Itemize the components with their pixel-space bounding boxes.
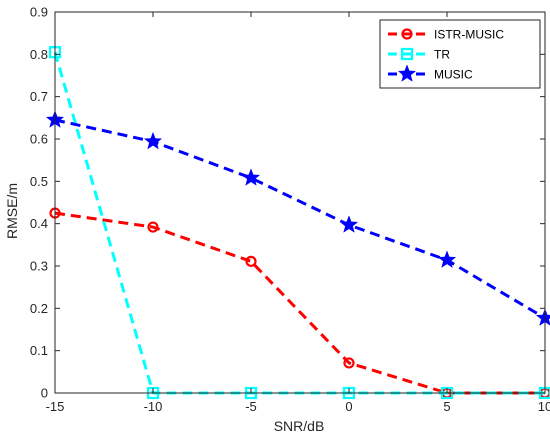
- legend-label-istr-music: ISTR-MUSIC: [434, 28, 504, 42]
- x-tick-label: -15: [46, 399, 65, 414]
- y-tick-label: 0.2: [30, 301, 48, 316]
- x-tick-label: 5: [443, 399, 450, 414]
- legend-marker-tr: [400, 47, 414, 61]
- y-tick-label: 0.6: [30, 132, 48, 147]
- legend: ISTR-MUSIC TR MUSIC: [379, 19, 541, 89]
- y-tick-label: 0.4: [30, 216, 48, 231]
- data-point-istr-music: [147, 221, 159, 233]
- x-tick-label: -10: [144, 399, 163, 414]
- axes: -15 -10 -5 0 5 10 0 0.1 0.2 0.3 0.4 0.5 0.6 0.7 0.8 0.9: [30, 5, 550, 415]
- x-tick-label: 0: [345, 399, 352, 414]
- series-line-music: [54, 118, 546, 320]
- axes-frame: [54, 11, 546, 394]
- y-tick-label: 0.9: [30, 5, 48, 20]
- data-point-music: [241, 168, 261, 186]
- data-point-music: [143, 131, 163, 150]
- series-line-istr-music: [54, 211, 545, 395]
- data-point-istr-music: [245, 255, 257, 267]
- y-tick-label: 0.7: [30, 89, 48, 104]
- y-tick-label: 0.1: [30, 343, 48, 358]
- y-tick-label: 0.3: [30, 259, 48, 274]
- y-tick-label: 0: [41, 386, 48, 401]
- y-tick-label: 0.5: [30, 174, 48, 189]
- x-tick-label: 10: [538, 399, 550, 414]
- y-axis-label: RMSE/m: [4, 183, 20, 239]
- data-point-istr-music: [343, 357, 355, 369]
- y-tick-label: 0.8: [30, 47, 48, 62]
- legend-marker-music: [397, 64, 417, 82]
- x-axis-label: SNR/dB: [274, 418, 325, 434]
- legend-label-music: MUSIC: [434, 68, 473, 82]
- x-tick-label: -5: [245, 399, 257, 414]
- data-point-music: [339, 215, 359, 233]
- legend-marker-istr-music: [401, 28, 413, 40]
- legend-label-tr: TR: [434, 48, 450, 62]
- data-point-music: [437, 250, 457, 268]
